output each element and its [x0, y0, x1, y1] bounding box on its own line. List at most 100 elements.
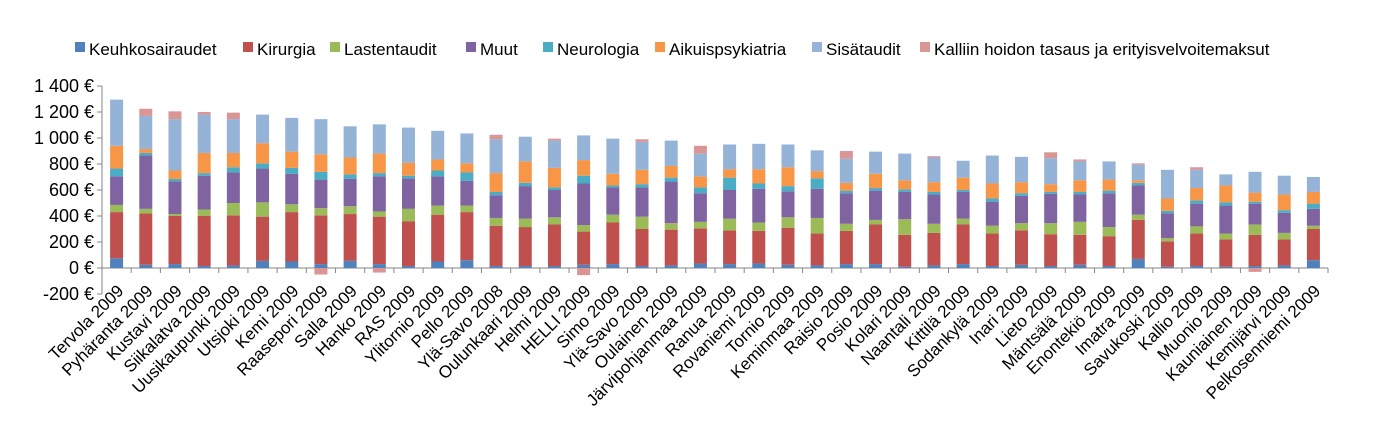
legend-item: Neurologia — [543, 40, 640, 59]
legend-item: Sisätaudit — [812, 40, 901, 59]
legend-item: Muut — [466, 40, 518, 59]
bar-segment — [723, 169, 737, 178]
bar-segment — [810, 265, 824, 268]
bar-segment — [723, 177, 737, 190]
bar-segment — [927, 194, 941, 224]
bar-segment — [110, 212, 124, 259]
bar-segment — [635, 229, 649, 267]
bar-segment — [547, 140, 561, 168]
bar-segment — [226, 265, 240, 268]
bar-segment — [1219, 266, 1233, 268]
bar-segment — [577, 135, 591, 161]
bar-segment — [1073, 159, 1087, 162]
bar-segment — [139, 155, 153, 209]
bar-segment — [1306, 225, 1320, 229]
bar-segment — [314, 154, 328, 172]
bar-segment — [518, 266, 532, 268]
bar-segment — [110, 176, 124, 205]
bar-segment — [1277, 194, 1291, 211]
y-tick-label: 200 € — [49, 232, 94, 252]
bar-segment — [1131, 163, 1145, 165]
bar-segment — [110, 258, 124, 268]
bar-segment — [1306, 208, 1320, 226]
y-tick-label: 400 € — [49, 206, 94, 226]
legend-label: Keuhkosairaudet — [89, 40, 217, 59]
bar-segment — [869, 190, 883, 220]
bar-segment — [898, 266, 912, 268]
bar-segment — [547, 187, 561, 190]
bar-segment — [110, 99, 124, 146]
bar-segment — [898, 189, 912, 192]
bar-segment — [752, 263, 766, 268]
bar-segment — [431, 205, 445, 215]
bar-segment — [664, 181, 678, 224]
bar-segment — [489, 139, 503, 174]
bar-segment — [1073, 221, 1087, 235]
bar-segment — [869, 264, 883, 268]
bar-segment — [314, 268, 328, 275]
bar-segment — [1015, 223, 1028, 231]
bar-segment — [226, 152, 240, 168]
bar-segment — [839, 151, 853, 159]
bar-segment — [956, 224, 970, 265]
legend-label: Sisätaudit — [826, 40, 901, 59]
bar-segment — [168, 214, 182, 216]
bar-segment — [693, 153, 707, 177]
bar-segment — [693, 187, 707, 194]
bar-segment — [635, 216, 649, 229]
bar-segment — [577, 183, 591, 226]
bar-segment — [1131, 180, 1145, 183]
bar-segment — [1248, 266, 1262, 268]
bar-segment — [1131, 164, 1145, 181]
bar-segment — [1073, 191, 1087, 195]
bar-segment — [314, 208, 328, 216]
bar-segment — [1073, 180, 1087, 192]
bar-segment — [1190, 266, 1204, 268]
bar-segment — [664, 165, 678, 178]
bar-segment — [372, 176, 386, 212]
bar-segment — [226, 167, 240, 173]
bar-segment — [723, 264, 737, 268]
bar-segment — [197, 173, 211, 176]
legend-label: Neurologia — [557, 40, 640, 59]
bar-segment — [781, 191, 795, 218]
bar-segment — [1219, 233, 1233, 240]
bar-segment — [752, 169, 766, 184]
bar-segment — [1248, 268, 1262, 272]
bar-segment — [139, 264, 153, 268]
bar-segment — [781, 144, 795, 168]
legend-swatch — [243, 42, 253, 52]
bar-segment — [606, 214, 620, 223]
legend-swatch — [920, 42, 930, 52]
bar-segment — [752, 143, 766, 170]
bar-segment — [402, 162, 415, 176]
bar-segment — [664, 229, 678, 266]
bar-segment — [489, 173, 503, 192]
bar-segment — [1248, 224, 1262, 235]
bar-segment — [839, 264, 853, 268]
bar-segment — [1277, 265, 1291, 268]
bar-segment — [723, 144, 737, 170]
bar-segment — [927, 182, 941, 192]
bar-segment — [1219, 185, 1233, 203]
legend-swatch — [466, 42, 476, 52]
legend-swatch — [543, 42, 553, 52]
bar-segment — [664, 265, 678, 268]
bar-segment — [197, 152, 211, 174]
legend-item: Kalliin hoidon tasaus ja erityisvelvoite… — [920, 40, 1270, 59]
bar-segment — [635, 139, 649, 142]
bar-segment — [168, 119, 182, 171]
bar-segment — [460, 163, 474, 173]
bar-segment — [1044, 184, 1058, 192]
bar-segment — [781, 227, 795, 265]
bar-segment — [1160, 266, 1174, 268]
bar-segment — [460, 180, 474, 206]
bar-segment — [927, 232, 941, 266]
bar-segment — [898, 180, 912, 190]
y-tick-label: 600 € — [49, 180, 94, 200]
bar-segment — [1248, 192, 1262, 202]
bar-segment — [372, 173, 386, 177]
legend-swatch — [330, 42, 340, 52]
bar-segment — [1277, 175, 1291, 195]
